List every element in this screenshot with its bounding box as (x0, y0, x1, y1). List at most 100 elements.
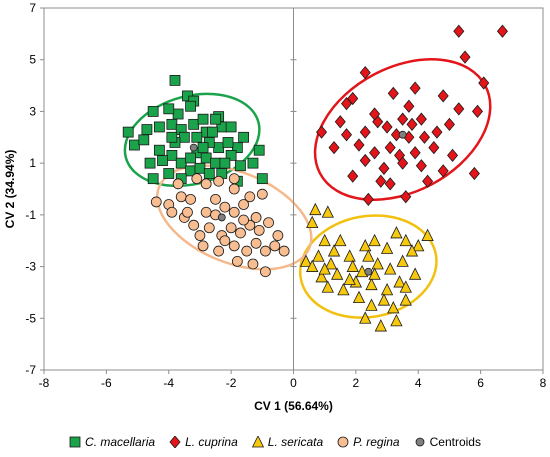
data-point (197, 240, 209, 252)
data-point (365, 298, 378, 311)
data-point (453, 24, 465, 38)
series-centroids (189, 130, 407, 276)
data-point (346, 259, 359, 272)
data-point (471, 104, 484, 119)
data-point (153, 144, 165, 156)
legend-label: L. sericata (267, 435, 324, 449)
data-point (207, 126, 218, 138)
data-point (182, 206, 193, 218)
data-point (447, 148, 459, 163)
y-tick-label: 3 (29, 104, 36, 118)
data-point (321, 280, 334, 293)
data-point (362, 192, 374, 206)
legend-item: L. cuprina (169, 435, 238, 449)
data-point (381, 120, 393, 134)
data-point (166, 118, 178, 130)
data-point (225, 222, 237, 234)
data-point (222, 137, 234, 148)
data-point (384, 141, 396, 155)
series-l-cuprina (316, 24, 508, 206)
data-point (468, 166, 480, 181)
data-point (443, 117, 455, 131)
data-point (163, 168, 175, 179)
legend-label: Centroids (429, 435, 481, 449)
data-point (197, 113, 209, 125)
data-point (399, 293, 412, 306)
data-point (334, 115, 346, 129)
legend-square-icon (69, 436, 81, 448)
data-point (352, 290, 366, 304)
data-point (157, 155, 168, 166)
y-tick-label: -3 (25, 260, 36, 274)
legend-label: P. regina (353, 435, 400, 449)
data-point (228, 183, 240, 195)
data-point (374, 319, 387, 332)
data-point (238, 131, 250, 143)
data-point (247, 157, 259, 169)
data-points (122, 24, 508, 332)
data-point (185, 193, 196, 205)
data-point (459, 50, 471, 64)
data-point (260, 266, 271, 278)
data-point (210, 157, 221, 169)
data-point (241, 245, 253, 257)
data-point (375, 174, 387, 188)
data-point (225, 121, 237, 133)
data-point (316, 125, 328, 139)
data-point (343, 272, 356, 285)
data-point (188, 219, 200, 231)
data-point (210, 113, 221, 125)
data-point (122, 126, 134, 138)
data-point (178, 131, 190, 143)
legend-circle-icon (337, 436, 349, 448)
data-point (453, 102, 465, 116)
legend-triangle-icon (251, 436, 264, 448)
data-point (315, 270, 328, 283)
data-point (368, 267, 381, 280)
chart-legend: C. macellaria L. cuprina L. sericata P. reg… (0, 432, 550, 452)
data-point (163, 103, 175, 115)
data-point (203, 168, 215, 179)
data-point (387, 86, 399, 100)
data-point (306, 259, 319, 272)
data-point (340, 97, 353, 111)
series-p-regina (150, 173, 290, 278)
legend-label: L. cuprina (185, 435, 238, 449)
data-point (191, 173, 203, 185)
data-point (400, 190, 412, 204)
x-tick-label: -2 (226, 376, 237, 390)
data-point (185, 100, 196, 112)
data-point (340, 128, 353, 142)
data-point (219, 201, 231, 213)
data-point (250, 237, 262, 249)
y-tick-label: -1 (25, 208, 36, 222)
series-c-macellaria (122, 75, 268, 187)
legend-diamond-icon (169, 436, 181, 448)
data-point (153, 121, 165, 133)
data-point (147, 106, 159, 117)
data-point (138, 134, 150, 146)
data-point (428, 141, 440, 155)
data-point (250, 212, 262, 223)
data-point (210, 193, 221, 205)
data-point (406, 117, 418, 131)
data-point (412, 238, 425, 252)
data-point (387, 301, 400, 314)
data-point (365, 277, 378, 291)
data-point (347, 169, 359, 183)
data-point (359, 125, 371, 139)
data-point (256, 173, 268, 185)
data-point (144, 157, 156, 169)
data-point (299, 254, 313, 267)
axes: -8 -6 -4 -2 0 2 4 6 8 -7 -5 -3 -1 1 3 5 7 (25, 1, 546, 390)
data-point (437, 89, 449, 103)
data-point (334, 233, 347, 247)
legend-label: C. macellaria (85, 435, 156, 449)
y-tick-label: -7 (25, 363, 36, 377)
data-point (405, 244, 419, 257)
data-point (188, 118, 200, 130)
data-point (225, 149, 237, 161)
data-point (194, 162, 206, 174)
data-point (331, 267, 344, 280)
